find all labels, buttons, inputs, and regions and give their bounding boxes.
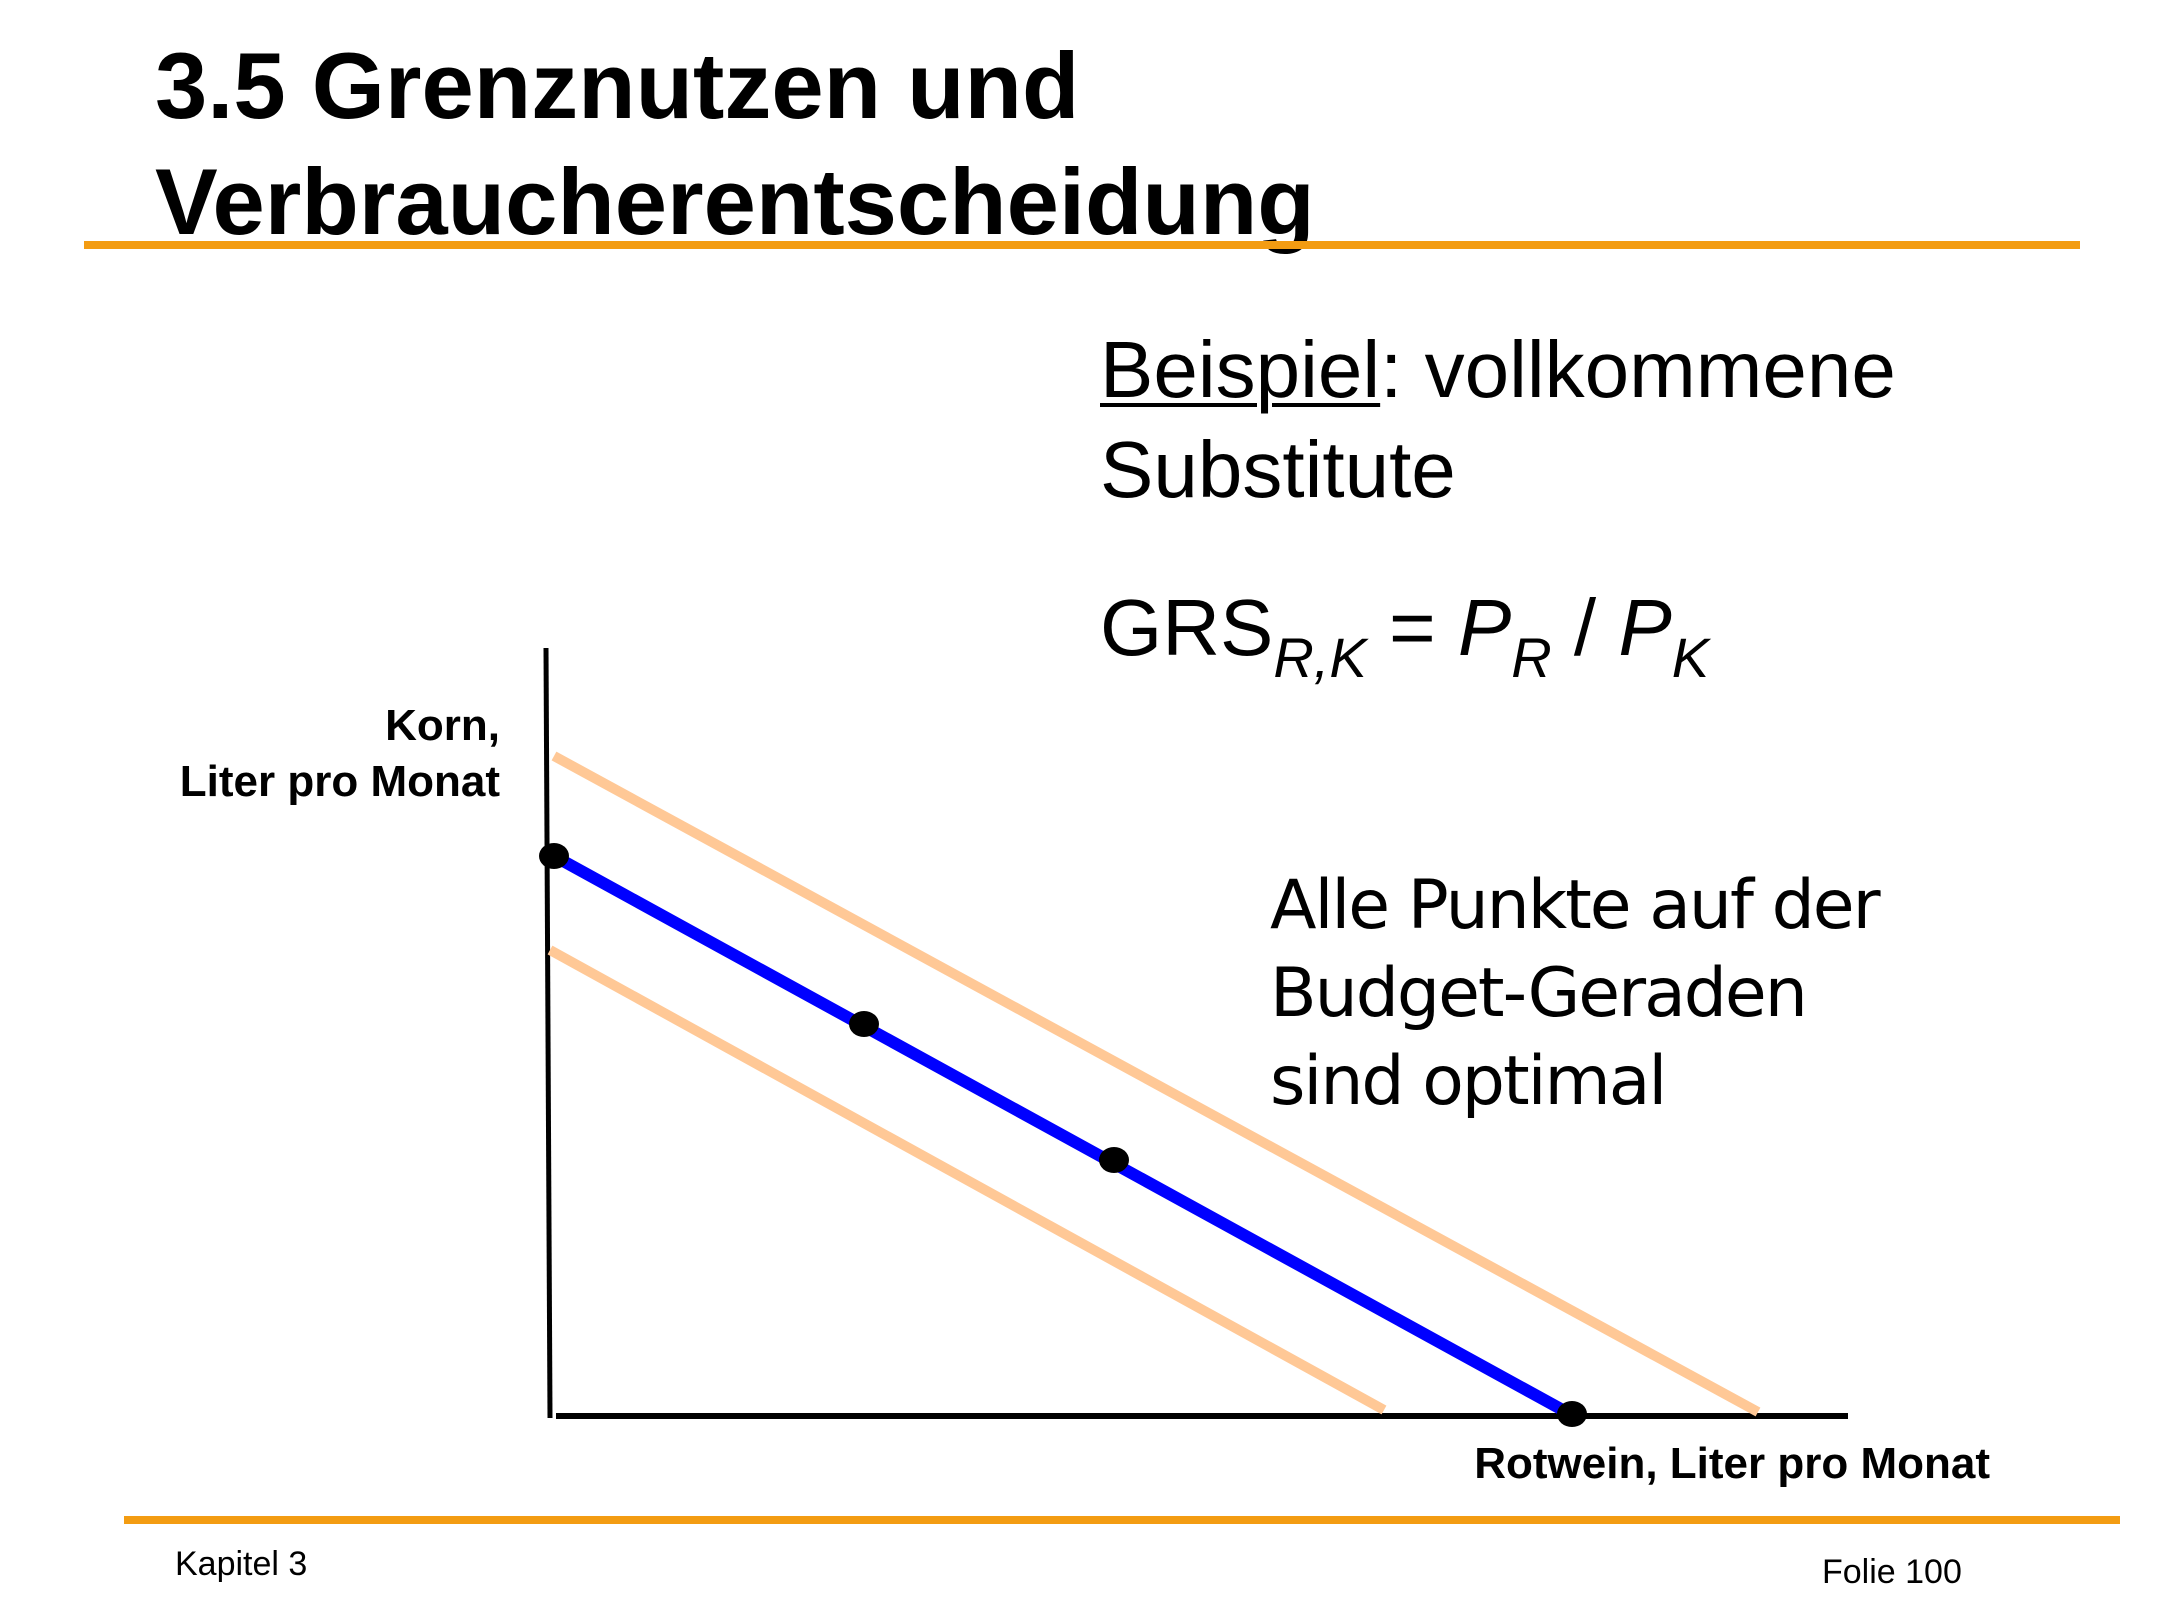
title-divider — [84, 241, 2080, 249]
title-line-2: Verbraucherentscheidung — [155, 149, 1315, 254]
formula-p1: P — [1457, 583, 1512, 672]
x-axis-label: Rotwein, Liter pro Monat — [1474, 1439, 1990, 1488]
y-axis-label-line-1: Korn, — [385, 701, 500, 750]
title-line-1: 3.5 Grenznutzen und — [155, 33, 1080, 138]
optimal-point-x-intercept — [1557, 1401, 1587, 1427]
indifference-curve-lower — [547, 945, 1387, 1415]
y-axis-label-line-2: Liter pro Monat — [179, 757, 500, 806]
budget-line — [548, 850, 1576, 1420]
grs-formula: GRSR,K = PR / PK — [1100, 578, 2100, 686]
example-line-2: Substitute — [1100, 425, 1456, 514]
y-axis-label: Korn, Liter pro Monat — [120, 698, 500, 810]
formula-grs: GRS — [1100, 583, 1274, 672]
footer-chapter: Kapitel 3 — [175, 1545, 308, 1583]
example-label: Beispiel — [1100, 325, 1381, 414]
formula-grs-sub: R,K — [1273, 626, 1367, 689]
example-colon-text: : vollkommene — [1380, 325, 1896, 414]
note-line-1: Alle Punkte auf der — [1270, 866, 1881, 945]
example-heading: Beispiel: vollkommene Substitute — [1100, 320, 2100, 520]
formula-p2: P — [1618, 583, 1672, 672]
slide-title: 3.5 Grenznutzen und Verbraucherentscheid… — [155, 28, 2055, 260]
indifference-curve-upper — [551, 751, 1761, 1417]
formula-p2-sub: K — [1671, 626, 1710, 689]
y-axis — [543, 647, 553, 1419]
optimal-point-y-intercept — [539, 843, 569, 869]
footer-slide-number: Folie 100 — [1822, 1553, 1962, 1591]
note-line-3: sind optimal — [1270, 1042, 1667, 1121]
optimal-points-note: Alle Punkte auf der Budget-Geraden sind … — [1270, 862, 2030, 1126]
formula-slash: / — [1551, 583, 1619, 672]
footer-divider — [124, 1516, 2120, 1524]
optimal-point-3 — [1099, 1147, 1129, 1173]
note-line-2: Budget-Geraden — [1270, 954, 1808, 1033]
formula-equals: = — [1366, 583, 1458, 672]
optimal-point-2 — [849, 1011, 879, 1037]
formula-p1-sub: R — [1511, 626, 1552, 689]
